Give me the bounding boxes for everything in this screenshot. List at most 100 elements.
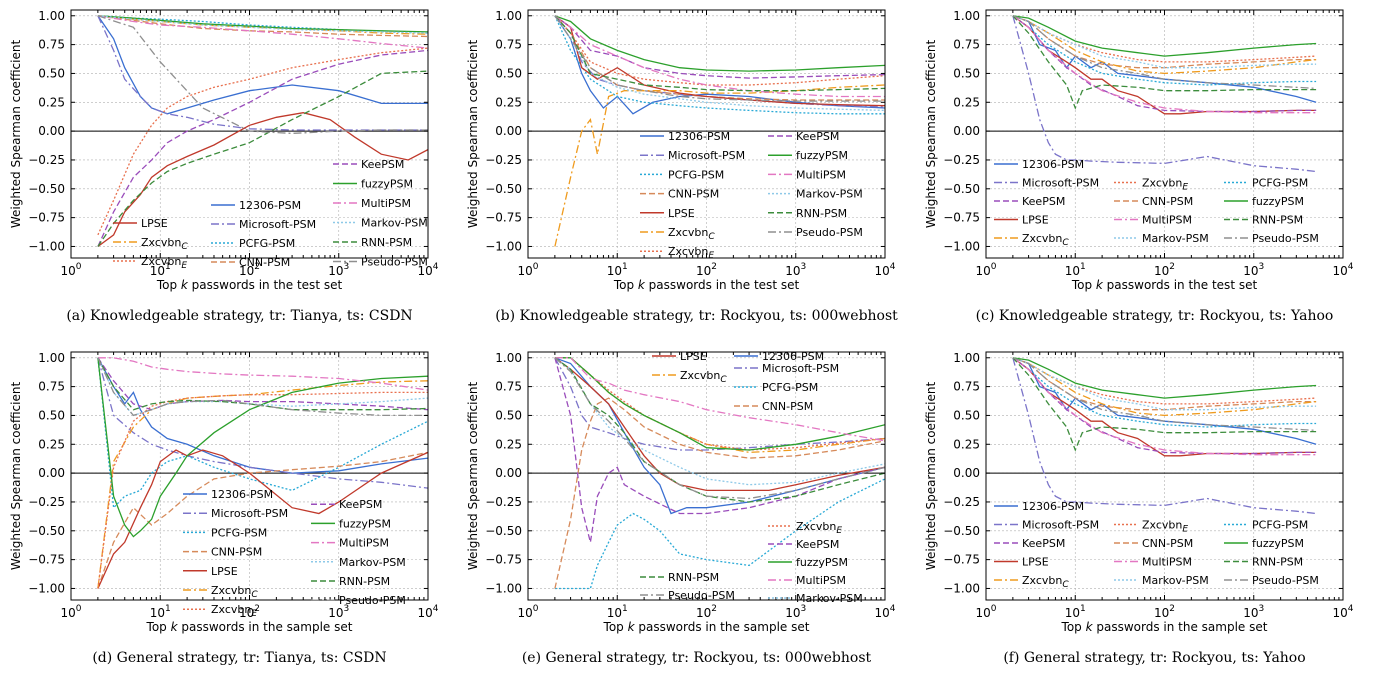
legend-label: fuzzyPSM bbox=[361, 178, 413, 191]
series-line-fuzzypsm bbox=[554, 15, 885, 72]
y-tick-label: −0.75 bbox=[28, 553, 65, 567]
series-line-microsoft-psm bbox=[97, 357, 428, 489]
y-tick-label: −0.25 bbox=[485, 495, 522, 509]
series-line-fuzzypsm bbox=[1012, 15, 1317, 57]
y-tick-label: 0.75 bbox=[38, 38, 65, 52]
y-tick-label: −1.00 bbox=[943, 581, 980, 595]
series-line-microsoft-psm bbox=[554, 15, 885, 108]
x-tick-label: 104 bbox=[1332, 262, 1353, 278]
y-tick-label: −0.25 bbox=[943, 495, 980, 509]
series-line-multipsm bbox=[1012, 357, 1317, 456]
legend-label: Pseudo-PSM bbox=[339, 594, 406, 607]
series-line-rnn-psm bbox=[554, 15, 885, 92]
y-axis-label: Weighted Spearman coefficient bbox=[924, 40, 938, 229]
legend-label: KeePSM bbox=[361, 158, 404, 171]
y-tick-label: −0.50 bbox=[943, 182, 980, 196]
series-line-rnn-psm bbox=[554, 357, 885, 503]
y-tick-label: −0.50 bbox=[485, 182, 522, 196]
series-line-multipsm bbox=[97, 15, 428, 49]
y-tick-label: 0.25 bbox=[495, 437, 522, 451]
x-tick-label: 103 bbox=[1243, 604, 1264, 620]
legend-label: Pseudo-PSM bbox=[796, 226, 863, 239]
legend-label: PCFG-PSM bbox=[762, 381, 818, 394]
x-tick-label: 102 bbox=[1154, 604, 1175, 620]
x-tick-label: 103 bbox=[328, 262, 349, 278]
y-axis-label: Weighted Spearman coefficient bbox=[9, 40, 23, 229]
x-tick-label: 103 bbox=[785, 604, 806, 620]
legend-label: KeePSM bbox=[796, 130, 839, 143]
y-tick-label: 0.50 bbox=[495, 66, 522, 80]
legend-label: RNN-PSM bbox=[1252, 556, 1303, 569]
x-tick-label: 104 bbox=[1332, 604, 1353, 620]
legend-label: Markov-PSM bbox=[361, 217, 428, 230]
legend-label: Microsoft-PSM bbox=[1022, 519, 1099, 532]
series-line-pseudo-psm bbox=[1012, 15, 1317, 90]
series-line-markov-psm bbox=[1012, 357, 1317, 411]
legend-label: RNN-PSM bbox=[668, 571, 719, 584]
legend-label: Microsoft-PSM bbox=[1022, 177, 1099, 190]
legend-label: LPSE bbox=[141, 217, 168, 230]
series-line-pseudo-psm bbox=[554, 357, 885, 500]
series-line-pcfg-psm bbox=[97, 357, 428, 510]
y-tick-label: 0.25 bbox=[953, 437, 980, 451]
series-line-fuzzypsm bbox=[554, 357, 885, 451]
y-tick-label: 0.00 bbox=[38, 466, 65, 480]
subfigure-caption: (b) Knowledgeable strategy, tr: Rockyou,… bbox=[495, 308, 898, 324]
series-line-microsoft-psm bbox=[1012, 15, 1317, 173]
y-tick-label: 0.75 bbox=[495, 380, 522, 394]
series-line-cnn-psm bbox=[554, 397, 885, 589]
chart-panel-2: −1.00 −0.75 −0.50 −0.25 0.00 0.25 0.50 0.75 1.00… bbox=[924, 9, 1354, 324]
y-tick-label: 0.50 bbox=[495, 408, 522, 422]
subfigure-caption: (d) General strategy, tr: Tianya, ts: CS… bbox=[92, 650, 386, 666]
legend-label: LPSE bbox=[680, 350, 707, 363]
legend-label: CNN-PSM bbox=[762, 400, 813, 413]
legend-label: MultiPSM bbox=[1142, 556, 1192, 569]
series-line-multipsm bbox=[554, 15, 885, 98]
y-tick-label: −0.50 bbox=[485, 524, 522, 538]
y-tick-label: 1.00 bbox=[953, 351, 980, 365]
y-tick-label: 1.00 bbox=[38, 351, 65, 365]
series-line-fuzzypsm bbox=[1012, 357, 1317, 399]
x-tick-label: 100 bbox=[975, 604, 996, 620]
y-tick-label: 0.50 bbox=[38, 408, 65, 422]
series-line-keepsm bbox=[554, 357, 885, 543]
x-tick-label: 104 bbox=[874, 604, 895, 620]
series-line-zxcvbn-c bbox=[97, 380, 428, 589]
series-line-rnn-psm bbox=[97, 70, 428, 247]
x-axis-label: Top k passwords in the test set bbox=[613, 278, 800, 292]
legend-label: CNN-PSM bbox=[1142, 195, 1193, 208]
legend-label: 12306-PSM bbox=[1022, 158, 1084, 171]
legend-label: ZxcvbnE bbox=[1142, 177, 1188, 193]
y-tick-label: −0.25 bbox=[485, 153, 522, 167]
legend-label: Pseudo-PSM bbox=[1252, 574, 1319, 587]
chart-panel-5: −1.00 −0.75 −0.50 −0.25 0.00 0.25 0.50 0.75 1.00… bbox=[924, 351, 1354, 666]
legend-label: LPSE bbox=[1022, 556, 1049, 569]
y-tick-label: 1.00 bbox=[953, 9, 980, 23]
y-tick-label: −0.50 bbox=[28, 524, 65, 538]
subfigure-caption: (f) General strategy, tr: Rockyou, ts: Y… bbox=[1003, 650, 1305, 666]
y-tick-label: 0.50 bbox=[953, 66, 980, 80]
legend-label: ZxcvbnC bbox=[668, 226, 715, 242]
y-tick-label: 0.00 bbox=[953, 124, 980, 138]
y-axis-label: Weighted Spearman coefficient bbox=[9, 382, 23, 571]
subfigure-caption: (c) Knowledgeable strategy, tr: Rockyou,… bbox=[976, 308, 1334, 324]
legend-label: CNN-PSM bbox=[668, 188, 719, 201]
legend-label: 12306-PSM bbox=[1022, 500, 1084, 513]
legend-label: 12306-PSM bbox=[762, 350, 824, 363]
series-line-lpse bbox=[554, 357, 885, 492]
legend-label: RNN-PSM bbox=[796, 207, 847, 220]
y-tick-label: 0.00 bbox=[38, 124, 65, 138]
legend-label: CNN-PSM bbox=[1142, 537, 1193, 550]
series-line-pseudo-psm bbox=[554, 15, 885, 102]
y-tick-label: −1.00 bbox=[28, 581, 65, 595]
y-tick-label: 0.75 bbox=[495, 38, 522, 52]
series-line-pseudo-psm bbox=[1012, 357, 1317, 432]
series-line-pseudo-psm bbox=[97, 15, 428, 135]
series-line-12306-psm bbox=[97, 15, 428, 115]
series-line-rnn-psm bbox=[97, 357, 428, 411]
series-line-cnn-psm bbox=[97, 451, 428, 589]
y-tick-label: −0.50 bbox=[943, 524, 980, 538]
series-line-fuzzypsm bbox=[97, 357, 428, 538]
legend-label: MultiPSM bbox=[339, 537, 389, 550]
y-tick-label: 0.75 bbox=[953, 38, 980, 52]
